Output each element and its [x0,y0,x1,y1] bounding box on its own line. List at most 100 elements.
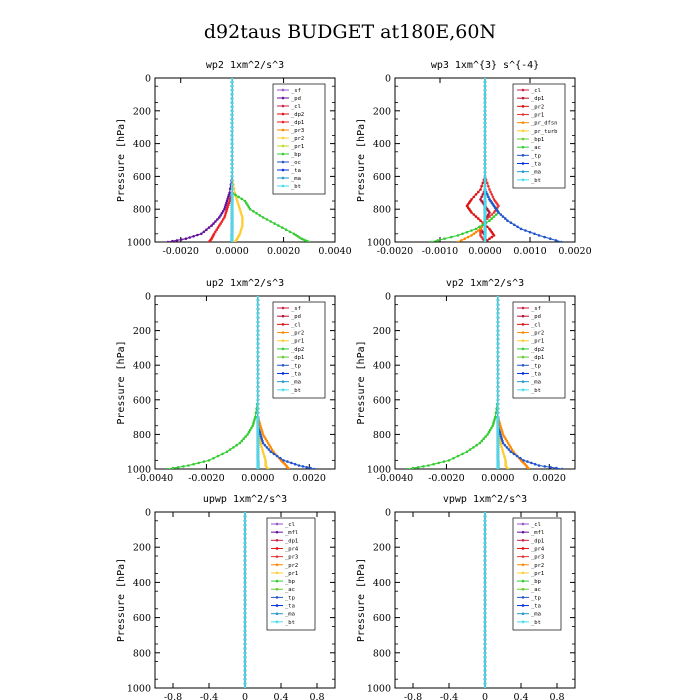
panel-3: up2 1xm^2/s^3 0 200 400 600 800 1000-0.0040 -0.… [116,278,336,484]
series-marker [230,93,234,96]
series-marker [483,80,487,84]
y-tick-label: 0 [385,508,391,519]
series-marker [215,228,218,231]
series-marker [233,240,236,242]
series-marker [243,576,247,580]
series-marker [488,237,491,240]
series-line-dp2 [407,296,499,469]
series-marker [474,215,478,218]
legend-marker [521,539,525,542]
series-marker [465,230,469,234]
series-marker [483,567,487,571]
series-marker [187,464,190,467]
legend-marker [521,363,525,367]
series-marker [516,225,519,229]
series-marker [224,212,227,215]
series-marker [509,450,512,454]
legend-marker [275,612,279,615]
series-marker [483,154,487,158]
series-marker [228,448,232,451]
series-marker [305,466,309,469]
series-marker [472,232,476,236]
legend-marker [521,555,525,558]
series-marker [496,452,500,456]
series-marker [223,216,226,219]
series-marker [221,210,225,213]
series-marker [483,682,487,685]
series-marker [483,589,487,593]
series-marker [483,93,487,96]
series-marker [273,222,276,225]
series-marker [490,213,494,216]
series-marker [252,210,255,213]
series-marker [239,212,243,215]
series-marker [212,456,215,460]
y-tick-label: 0 [145,292,151,303]
legend-marker [275,555,279,558]
series-marker [243,616,247,619]
series-marker [288,230,292,234]
series-marker [483,78,487,80]
series-marker [502,452,505,456]
series-marker [499,424,502,428]
series-marker [243,554,247,558]
y-tick-label: 0 [385,292,391,303]
y-tick-label: 200 [373,543,391,554]
series-marker [259,424,262,428]
legend-label: _cl [531,322,541,328]
series-marker [261,439,264,443]
series-marker [503,435,506,438]
y-tick-label: 800 [133,205,151,216]
series-marker [263,454,266,458]
plot-frame [154,77,336,243]
series-marker [496,441,500,445]
series-marker [479,227,482,231]
series-marker [496,415,500,419]
series-marker [256,325,260,328]
series-marker [240,197,244,201]
legend-marker [521,604,525,607]
series-marker [496,316,500,319]
series-marker [483,607,487,611]
series-marker [481,193,485,196]
series-marker [226,205,229,209]
panel-title: up2 1xm^2/s^3 [206,278,284,289]
series-marker [230,162,234,166]
series-marker [496,467,500,469]
series-marker [483,150,487,154]
y-tick-label: 1000 [127,238,151,249]
legend-label: _ac [531,587,541,593]
series-marker [483,642,487,646]
series-marker [241,218,244,221]
series-marker [243,589,247,593]
series-marker [496,411,500,415]
series-marker [243,585,247,589]
series-marker [263,443,267,447]
legend-marker [521,339,525,343]
legend-label: _pd [291,96,301,102]
series-marker [230,224,234,227]
legend-marker [521,331,525,334]
series-marker [483,181,487,185]
series-marker [230,210,234,213]
series-marker [533,232,536,236]
series-marker [258,214,262,217]
series-marker [225,199,229,203]
series-marker [202,230,206,234]
legend-label: _bt [531,178,541,184]
series-marker [256,346,260,350]
x-tick-label: -0.0040 [137,473,173,484]
series-marker [496,439,500,443]
series-marker [488,188,491,191]
series-marker [243,620,247,624]
series-marker [223,205,227,209]
series-marker [265,446,269,449]
legend-marker [281,331,285,334]
legend-label: _pr1 [291,144,304,150]
figure-title: d92taus BUDGET at180E,60N [204,21,496,43]
legend-label: _ta [531,162,541,168]
legend-label: _pr3 [531,555,544,561]
series-marker [483,585,487,589]
series-marker [456,234,460,237]
series-marker [496,346,500,350]
